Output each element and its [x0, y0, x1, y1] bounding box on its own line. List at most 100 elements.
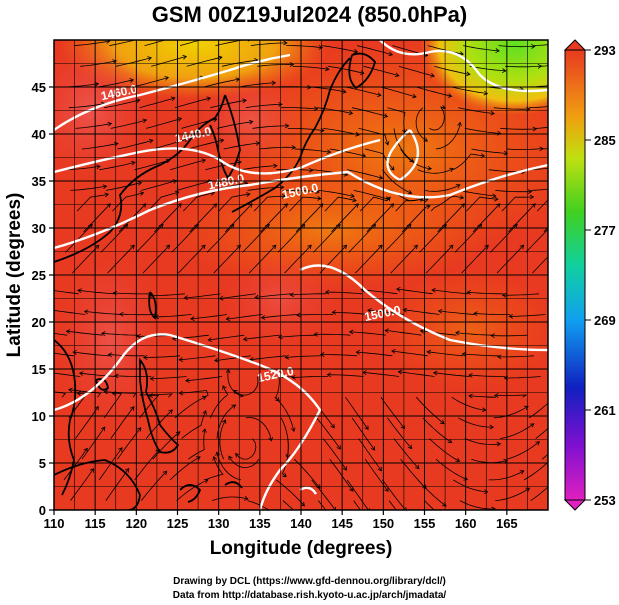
streamline	[316, 417, 341, 450]
streamline	[107, 244, 135, 274]
streamline	[260, 203, 288, 233]
streamline-arrow	[77, 288, 82, 294]
streamline-arrow	[315, 189, 320, 195]
streamline-arrow	[450, 521, 454, 525]
streamline	[280, 417, 289, 458]
streamline-arrow	[290, 427, 296, 433]
streamline	[311, 169, 348, 176]
streamline	[362, 372, 400, 377]
streamline-arrow	[352, 197, 357, 203]
streamline-arrow	[326, 149, 332, 155]
streamline-arrow	[497, 354, 502, 360]
streamline-arrow	[377, 466, 382, 472]
streamline-arrow	[212, 456, 217, 461]
streamline-arrow	[490, 110, 495, 116]
colorbar-tick-label: 261	[594, 403, 616, 418]
streamline	[506, 441, 540, 460]
streamline	[219, 293, 256, 299]
streamline	[245, 103, 282, 109]
streamline	[211, 496, 248, 501]
streamline-arrow	[283, 40, 288, 46]
streamline-arrow	[457, 121, 462, 127]
streamline	[216, 404, 236, 439]
streamline-arrow	[413, 244, 418, 250]
streamline-arrow	[231, 404, 237, 409]
y-tick-label: 20	[32, 315, 46, 330]
streamline-arrow	[439, 419, 445, 425]
streamline-arrow	[384, 328, 389, 334]
streamline-arrow	[494, 393, 499, 398]
streamline	[424, 500, 435, 510]
streamline-arrow	[271, 244, 277, 250]
streamline	[286, 45, 323, 49]
streamline	[225, 203, 253, 233]
streamline	[189, 203, 217, 233]
streamline	[187, 428, 206, 460]
streamline-arrow	[271, 80, 277, 86]
streamline-arrow	[342, 466, 348, 471]
streamline	[356, 351, 393, 357]
y-axis: 0 5 10 15 20 25 30 35 40 45	[32, 80, 54, 518]
streamline-arrow	[100, 426, 106, 432]
colorbar-top-arrow	[563, 39, 587, 51]
streamline-arrow	[348, 110, 354, 116]
streamline	[322, 438, 347, 471]
streamline	[500, 128, 537, 130]
streamline-arrow	[455, 330, 460, 336]
streamline	[146, 118, 182, 129]
streamline	[495, 487, 530, 501]
streamline	[140, 393, 173, 398]
streamline	[258, 146, 296, 150]
streamline	[296, 313, 334, 316]
streamline-arrow	[480, 153, 486, 158]
streamline	[147, 191, 179, 212]
streamline-arrow	[426, 204, 431, 210]
streamline-arrow	[447, 93, 453, 98]
streamline-arrow	[359, 70, 365, 75]
x-tick-label: 145	[331, 516, 353, 531]
streamline	[242, 224, 270, 253]
streamline-arrow	[248, 119, 254, 125]
streamline	[105, 468, 130, 501]
streamline-arrow	[459, 195, 465, 200]
streamline	[248, 244, 277, 274]
streamline	[317, 500, 327, 510]
x-tick-label: 120	[125, 516, 147, 531]
colorbar-tick-label: 285	[594, 133, 616, 148]
streamline	[117, 427, 142, 460]
streamline-arrow	[168, 409, 173, 414]
streamline-arrow	[549, 225, 553, 229]
streamline	[221, 59, 258, 67]
credit-data-source: Data from http://database.rish.kyoto-u.a…	[172, 590, 447, 601]
streamline-arrow	[183, 295, 189, 301]
streamline	[218, 193, 250, 212]
streamline	[119, 313, 157, 316]
streamline-arrow	[260, 315, 266, 320]
streamline	[277, 224, 305, 253]
streamline-arrow	[383, 113, 389, 118]
streamline-arrow	[466, 71, 471, 77]
streamline-arrow	[78, 371, 84, 376]
streamline-arrow	[414, 464, 420, 470]
streamline-arrow	[370, 446, 376, 451]
streamline	[473, 313, 511, 315]
streamline	[400, 148, 432, 170]
streamline	[105, 182, 142, 191]
streamline	[274, 396, 295, 432]
streamline	[83, 203, 111, 233]
streamline-arrow	[143, 355, 148, 360]
streamline	[186, 56, 222, 67]
streamline-arrow	[385, 196, 390, 201]
streamline	[257, 63, 294, 67]
streamline	[233, 376, 259, 396]
streamline-arrow	[437, 308, 443, 314]
streamline-arrow	[206, 96, 212, 102]
streamline	[311, 479, 336, 510]
streamline-arrow	[162, 470, 168, 476]
streamline-arrow	[484, 244, 489, 250]
streamline-arrow	[466, 290, 472, 295]
streamline-arrow	[296, 312, 301, 318]
streamline	[109, 40, 137, 46]
streamline	[351, 107, 388, 117]
streamline-arrow	[211, 35, 215, 39]
